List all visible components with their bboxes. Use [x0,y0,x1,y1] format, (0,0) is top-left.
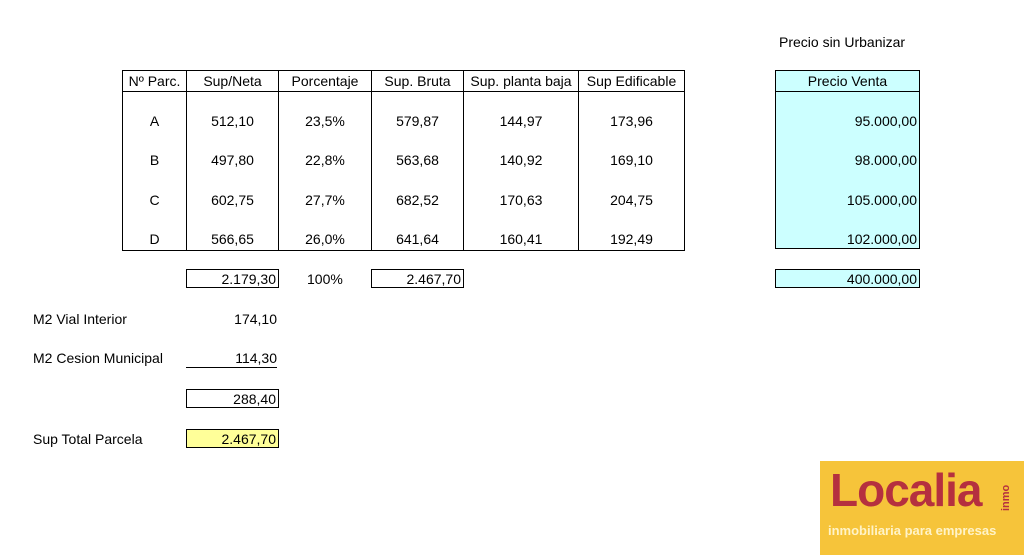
cell: 22,8% [278,131,372,171]
header-cell: Sup. Bruta [371,70,464,92]
cell: 192,49 [578,210,685,251]
cesion-value: 114,30 [186,349,277,368]
cell: 160,41 [463,210,579,251]
total-porcentaje: 100% [307,271,343,287]
cell: 27,7% [278,171,372,211]
cell: B [122,131,187,171]
cell: 23,5% [278,91,372,132]
table-row: A 512,10 23,5% 579,87 144,97 173,96 [122,91,685,132]
cell: A [122,91,187,132]
cell: 512,10 [186,91,279,132]
cell: 566,65 [186,210,279,251]
vial-value: 174,10 [234,311,277,327]
cell: 144,97 [463,91,579,132]
total-precio-venta: 400.000,00 [775,269,920,288]
precio-venta-column: Precio Venta 95.000,00 98.000,00 105.000… [775,70,920,249]
cell: 26,0% [278,210,372,251]
logo-tagline: inmobiliaria para empresas [828,523,997,538]
precio-venta-value: 105.000,00 [846,191,917,208]
total-parcela-label: Sup Total Parcela [33,431,143,447]
cesion-label: M2 Cesion Municipal [33,350,163,366]
logo-name: Localia [830,464,983,516]
localia-logo: Localia inmo inmobiliaria para empresas [820,461,1024,555]
precio-venta-value: 95.000,00 [854,112,917,129]
cell: 170,63 [463,171,579,211]
price-heading: Precio sin Urbanizar [779,34,906,50]
header-cell: Sup Edificable [578,70,685,92]
table-header-row: Nº Parc. Sup/Neta Porcentaje Sup. Bruta … [122,70,685,92]
cell: 579,87 [371,91,464,132]
cell: 563,68 [371,131,464,171]
logo-suffix: inmo [1000,484,1012,511]
parcel-table: Nº Parc. Sup/Neta Porcentaje Sup. Bruta … [122,70,685,251]
header-cell: Nº Parc. [122,70,187,92]
total-sup-bruta: 2.467,70 [371,269,464,288]
cell: D [122,210,187,251]
cell: 173,96 [578,91,685,132]
precio-venta-value: 98.000,00 [854,152,917,168]
total-sup-neta: 2.179,30 [186,269,279,288]
precio-venta-value: 102.000,00 [846,231,917,247]
precio-venta-header: Precio Venta [776,71,919,92]
header-cell: Porcentaje [278,70,372,92]
header-cell: Sup. planta baja [463,70,579,92]
vial-label: M2 Vial Interior [33,311,127,327]
cell: 497,80 [186,131,279,171]
cell: 602,75 [186,171,279,211]
table-row: C 602,75 27,7% 682,52 170,63 204,75 [122,171,685,211]
cell: 682,52 [371,171,464,211]
cell: 204,75 [578,171,685,211]
cell: C [122,171,187,211]
table-row: B 497,80 22,8% 563,68 140,92 169,10 [122,131,685,171]
subtotal-value: 288,40 [186,389,279,408]
cell: 641,64 [371,210,464,251]
total-parcela-value: 2.467,70 [186,429,279,448]
cell: 140,92 [463,131,579,171]
cell: 169,10 [578,131,685,171]
table-row: D 566,65 26,0% 641,64 160,41 192,49 [122,210,685,251]
header-cell: Sup/Neta [186,70,279,92]
